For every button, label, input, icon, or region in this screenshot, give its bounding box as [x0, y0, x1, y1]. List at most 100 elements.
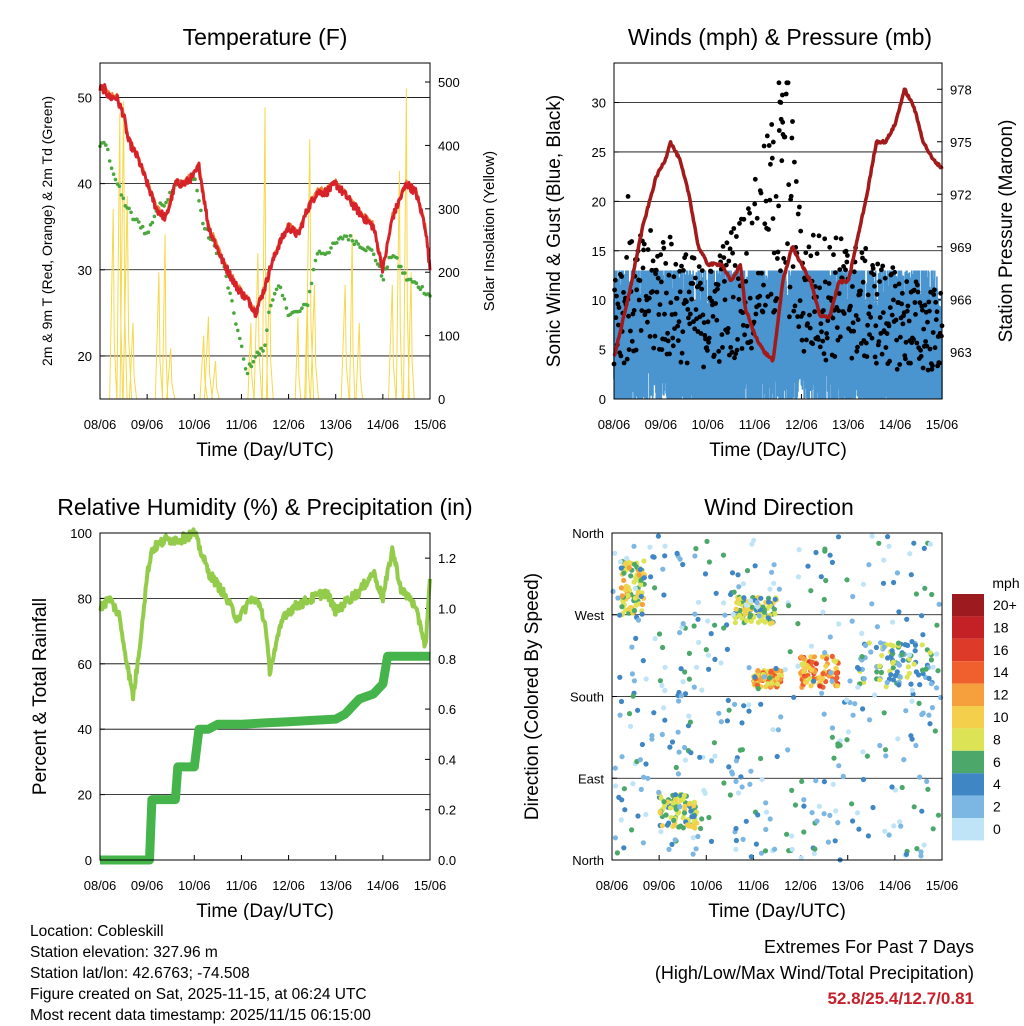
direction-point	[704, 538, 710, 545]
direction-point	[639, 601, 646, 608]
gust-point	[853, 313, 859, 318]
direction-point	[686, 713, 692, 719]
direction-point	[758, 850, 765, 856]
dewpoint-point	[111, 172, 116, 176]
gust-point	[845, 253, 850, 258]
y-tick-label: North	[572, 526, 604, 541]
gust-point	[664, 290, 669, 296]
dewpoint-point	[259, 346, 263, 351]
direction-point	[669, 739, 676, 745]
direction-point	[819, 654, 825, 660]
direction-point	[886, 543, 892, 549]
direction-point	[666, 846, 672, 853]
colorbar-tick-label: 10	[993, 709, 1009, 725]
direction-point	[735, 790, 742, 796]
direction-point	[659, 682, 665, 689]
gust-point	[785, 80, 791, 86]
direction-point	[808, 588, 814, 594]
colorbar-tick-label: 2	[993, 799, 1001, 815]
solar-insolation-peak	[403, 88, 410, 400]
y-tick-label: South	[570, 690, 604, 705]
gust-point	[774, 296, 780, 301]
wind-direction-chart: Wind Direction 08/06 09/06 10/06 11/06 12/06 1…	[522, 494, 958, 920]
gust-point	[848, 303, 853, 309]
direction-point	[927, 541, 934, 547]
gust-point	[677, 289, 683, 295]
gust-point	[669, 241, 674, 247]
direction-point	[890, 660, 896, 666]
direction-point	[619, 754, 625, 760]
direction-point	[917, 774, 923, 780]
direction-point	[801, 803, 807, 809]
dewpoint-point	[195, 188, 199, 193]
dewpoint-point	[269, 303, 273, 308]
direction-point	[638, 786, 644, 793]
gust-point	[873, 323, 879, 329]
dewpoint-point	[230, 299, 234, 303]
direction-point	[899, 651, 905, 658]
gust-point	[672, 311, 678, 317]
direction-point	[733, 606, 739, 612]
direction-point	[883, 753, 889, 759]
direction-point	[820, 609, 826, 615]
colorbar-tick-label: 20+	[993, 597, 1017, 613]
direction-point	[658, 795, 664, 801]
gust-point	[767, 197, 773, 203]
direction-point	[926, 712, 932, 718]
gust-point	[654, 289, 660, 295]
direction-point	[623, 560, 629, 567]
dewpoint-point	[164, 200, 168, 205]
y-tick-label: 40	[78, 177, 92, 192]
direction-point	[801, 668, 807, 675]
gust-point	[933, 299, 939, 305]
x-tick-label: 15/06	[926, 417, 959, 432]
gust-point	[708, 269, 714, 274]
direction-point	[747, 781, 753, 787]
dewpoint-point	[243, 367, 248, 371]
direction-point	[721, 625, 727, 631]
direction-point	[855, 684, 861, 690]
gust-point	[727, 246, 733, 252]
chart-title: Winds (mph) & Pressure (mb)	[628, 24, 932, 50]
y-tick-label: 30	[592, 96, 606, 111]
direction-point	[868, 649, 874, 655]
dewpoint-point	[373, 258, 378, 263]
direction-point	[621, 577, 627, 584]
direction-point	[934, 651, 940, 657]
gust-point	[776, 203, 781, 209]
pressure-line	[612, 87, 944, 363]
direction-point	[616, 794, 622, 801]
y-tick-label: 0	[85, 853, 92, 868]
direction-point	[829, 559, 836, 566]
direction-point	[677, 556, 683, 562]
direction-point	[823, 577, 829, 584]
gust-point	[725, 326, 731, 331]
direction-point	[641, 774, 647, 780]
dewpoint-point	[274, 287, 279, 292]
gust-point	[787, 314, 792, 320]
dewpoint-point	[193, 177, 197, 181]
gust-point	[624, 356, 630, 362]
gust-point	[904, 308, 910, 314]
x-tick-label: 14/06	[879, 878, 912, 893]
gust-point	[698, 331, 704, 336]
direction-point	[892, 672, 899, 679]
gust-point	[929, 366, 935, 372]
gust-point	[629, 239, 635, 244]
direction-point	[890, 665, 896, 671]
gust-point	[740, 310, 746, 316]
gust-point	[634, 287, 640, 293]
direction-point	[787, 649, 793, 655]
gust-point	[835, 337, 841, 343]
dewpoint-point	[226, 286, 230, 290]
gust-point	[824, 335, 830, 341]
gust-point	[655, 275, 661, 281]
y-tick-label: 30	[78, 263, 92, 278]
direction-point	[831, 755, 837, 761]
gust-point	[781, 256, 787, 261]
direction-point	[888, 672, 894, 678]
direction-point	[610, 588, 616, 595]
gust-point	[739, 346, 745, 351]
gust-point	[806, 244, 812, 250]
direction-point	[811, 678, 817, 684]
